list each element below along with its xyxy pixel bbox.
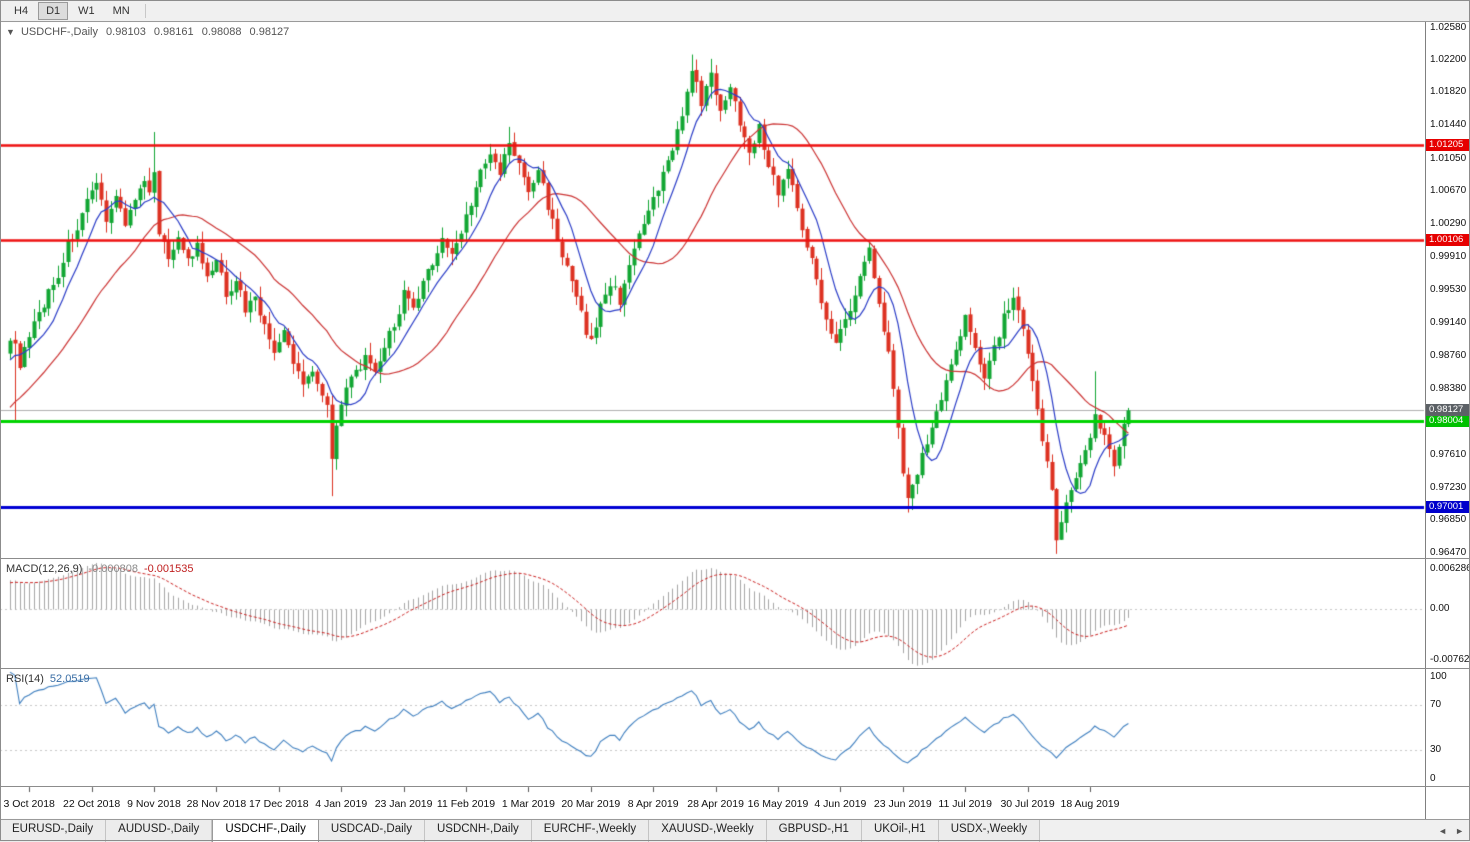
chart-tab-bar: EURUSD-,Daily AUDUSD-,Daily USDCHF-,Daily U… [0, 819, 1470, 842]
pane-separator-main-macd[interactable] [0, 558, 1470, 559]
time-scale[interactable]: 3 Oct 2018 22 Oct 2018 9 Nov 2018 28 Nov 20… [0, 788, 1424, 818]
chart-tab-audusd-daily[interactable]: AUDUSD-,Daily [106, 820, 213, 842]
chart-tab-eurchf-weekly[interactable]: EURCHF-,Weekly [531, 820, 650, 842]
macd-axis-min-label: -0.00762 [1430, 654, 1470, 665]
macd-signal-value: -0.001535 [143, 563, 194, 575]
hline-price-badge: 0.97001 [1426, 501, 1470, 514]
hline-price-badge: 0.98004 [1426, 414, 1470, 427]
price-tick-label: 0.97230 [1430, 481, 1467, 493]
chart-tab-usdcnh-daily[interactable]: USDCNH-,Daily [424, 820, 532, 842]
price-tick-label: 1.02580 [1430, 22, 1467, 33]
timeframe-button-d1[interactable]: D1 [38, 1, 69, 20]
chart-tabs: EURUSD-,Daily AUDUSD-,Daily USDCHF-,Daily U… [0, 820, 1432, 842]
date-label: 23 Jun 2019 [873, 798, 932, 810]
timeframe-button-w1[interactable]: W1 [78, 4, 95, 17]
price-tick-label: 0.97610 [1430, 448, 1467, 460]
price-tick-label: 1.00670 [1430, 185, 1467, 197]
rsi-axis-label: 70 [1430, 698, 1442, 710]
date-label: 8 Apr 2019 [627, 798, 679, 810]
price-tick-label: 0.96850 [1430, 514, 1467, 526]
pane-separator-macd-rsi[interactable] [0, 668, 1470, 669]
chart-tab-usdcad-daily[interactable]: USDCAD-,Daily [318, 820, 425, 842]
timeframe-toolbar: H4 D1 W1 MN [0, 0, 1470, 22]
macd-name: MACD(12,26,9) [6, 563, 83, 575]
date-label: 28 Apr 2019 [687, 798, 744, 810]
chart-tab-eurusd-daily[interactable]: EURUSD-,Daily [0, 820, 107, 842]
rsi-value: 52.0519 [49, 673, 90, 685]
timeframe-button-mn[interactable]: MN [112, 4, 130, 17]
rsi-name: RSI(14) [6, 673, 44, 685]
timeframe-button-h4[interactable]: H4 [14, 4, 29, 17]
date-label: 22 Oct 2018 [62, 798, 121, 810]
price-tick-label: 0.99910 [1430, 250, 1467, 262]
date-label: 16 May 2019 [747, 798, 809, 810]
chart-tab-xauusd-weekly[interactable]: XAUUSD-,Weekly [649, 820, 767, 842]
date-label: 4 Jan 2019 [315, 798, 368, 810]
date-label: 17 Dec 2018 [249, 798, 309, 810]
symbol-period-label: USDCHF-,Daily [20, 26, 98, 38]
rsi-axis-label: 100 [1430, 671, 1447, 682]
price-tick-label: 1.01050 [1430, 152, 1467, 164]
date-label: 23 Jan 2019 [374, 798, 433, 810]
toolbar-separator [144, 3, 146, 18]
macd-axis-zero-label: 0.00 [1430, 602, 1450, 614]
price-scale[interactable]: 1.02580 1.02200 1.01820 1.01440 1.01050 1.006… [1425, 22, 1470, 819]
price-tick-label: 1.00290 [1430, 218, 1467, 230]
tab-scroll-left-button[interactable]: ◄ [1438, 826, 1448, 836]
chart-tab-usdchf-daily[interactable]: USDCHF-,Daily [212, 820, 319, 842]
chart-tab-usdx-weekly[interactable]: USDX-,Weekly [938, 820, 1041, 842]
ohlc-close-value: 0.98127 [249, 26, 290, 38]
date-label: 30 Jul 2019 [1000, 798, 1055, 810]
rsi-axis-label: 30 [1430, 744, 1442, 756]
hline-price-badge: 1.01205 [1426, 139, 1470, 152]
current-price-badge: 0.98127 [1426, 404, 1470, 417]
price-tick-label: 1.01440 [1430, 119, 1467, 131]
price-tick-label: 0.99140 [1430, 317, 1467, 329]
rsi-axis-label: 0 [1430, 773, 1436, 784]
tab-scroll-right-button[interactable]: ► [1455, 826, 1464, 836]
macd-indicator-label: MACD(12,26,9) -0.000808 -0.001535 [6, 563, 194, 575]
date-label: 9 Nov 2018 [127, 798, 181, 810]
macd-main-value: -0.000808 [88, 563, 138, 575]
ohlc-high-value: 0.98161 [153, 26, 194, 38]
hline-price-badge: 1.00106 [1426, 233, 1470, 246]
price-tick-label: 0.99530 [1430, 283, 1467, 295]
macd-axis-max-label: 0.006286 [1430, 563, 1470, 574]
price-tick-label: 1.01820 [1430, 86, 1467, 98]
price-tick-label: 0.98380 [1430, 382, 1467, 394]
date-label: 20 Mar 2019 [561, 798, 621, 810]
price-tick-label: 0.98760 [1430, 349, 1467, 361]
rsi-indicator-label: RSI(14) 52.0519 [6, 673, 90, 685]
ohlc-open-value: 0.98103 [106, 26, 146, 38]
ohlc-low-value: 0.98088 [201, 26, 242, 38]
price-tick-label: 0.96470 [1430, 546, 1467, 558]
pane-separator-rsi-axis [0, 786, 1470, 787]
chart-symbol-info: ▼ USDCHF-,Daily 0.98103 0.98161 0.98088 … [6, 26, 294, 38]
date-label: 28 Nov 2018 [186, 798, 247, 810]
date-label: 4 Jun 2019 [814, 798, 867, 810]
chart-tab-gbpusd-h1[interactable]: GBPUSD-,H1 [766, 820, 862, 842]
chevron-down-icon[interactable]: ▼ [6, 27, 15, 37]
tab-scroll-controls: ◄ ► [1432, 820, 1470, 842]
date-label: 18 Aug 2019 [1060, 798, 1120, 810]
date-label: 1 Mar 2019 [501, 798, 555, 810]
date-label: 11 Jul 2019 [938, 798, 992, 810]
price-tick-label: 1.02200 [1430, 53, 1467, 65]
date-label: 11 Feb 2019 [436, 798, 496, 810]
date-label: 3 Oct 2018 [3, 798, 55, 810]
chart-tab-ukoil-h1[interactable]: UKOil-,H1 [861, 820, 939, 842]
